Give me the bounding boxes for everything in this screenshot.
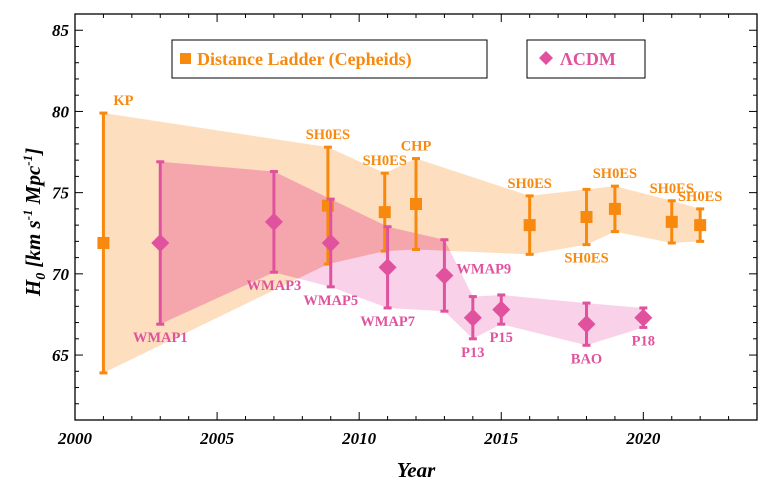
point-label: SH0ES	[650, 181, 694, 197]
square-marker	[523, 219, 536, 232]
y-tick-label: 65	[52, 346, 70, 365]
ladder-point	[410, 157, 422, 251]
legend-box-ladder	[171, 39, 488, 79]
legend: Distance Ladder (Cepheids) ΛCDM	[171, 39, 646, 79]
x-tick-label: 2000	[57, 429, 93, 448]
square-marker	[665, 215, 678, 228]
ladder-point	[523, 194, 536, 256]
point-label: WMAP1	[133, 330, 188, 346]
point-label: SH0ES	[593, 166, 637, 182]
diamond-marker	[463, 308, 482, 327]
point-label: SH0ES	[507, 176, 551, 192]
diamond-marker	[492, 300, 511, 319]
point-label: CHP	[401, 139, 432, 155]
legend-square-icon	[180, 53, 191, 64]
ladder-point	[608, 184, 621, 234]
legend-label-ladder: Distance Ladder (Cepheids)	[197, 49, 412, 70]
lcdm-point	[378, 225, 397, 310]
ladder-point	[665, 199, 678, 245]
point-label: SH0ES	[564, 251, 608, 267]
lcdm-point	[151, 160, 170, 326]
lcdm-point	[463, 295, 482, 341]
data-marks	[97, 111, 707, 375]
point-label: P13	[461, 345, 484, 361]
square-marker	[410, 198, 422, 211]
y-tick-label: 75	[52, 184, 70, 203]
uncertainty-bands	[103, 113, 701, 373]
point-label: WMAP9	[456, 261, 511, 277]
diamond-marker	[634, 308, 653, 327]
lcdm-point	[577, 301, 596, 347]
square-marker	[378, 206, 391, 219]
diamond-marker	[435, 266, 454, 285]
legend-diamond-icon	[539, 51, 553, 65]
point-label: WMAP5	[303, 293, 358, 309]
point-label: SH0ES	[306, 127, 350, 143]
point-label: SH0ES	[678, 189, 722, 205]
x-axis-title: Year	[397, 458, 436, 482]
diamond-marker	[577, 315, 596, 334]
x-tick-label: 2015	[483, 429, 519, 448]
ladder-point	[694, 207, 707, 243]
lcdm-point	[435, 238, 454, 313]
lcdm-point	[321, 197, 340, 289]
point-label: SH0ES	[363, 153, 407, 169]
ladder-point	[97, 111, 110, 375]
y-axis-title: H0 [km s-1 Mpc-1]	[20, 148, 49, 297]
square-marker	[608, 202, 621, 215]
square-marker	[97, 236, 110, 249]
legend-label-lcdm: ΛCDM	[560, 49, 616, 69]
point-label: P18	[632, 333, 655, 349]
diamond-marker	[378, 258, 397, 277]
point-label: WMAP3	[247, 278, 302, 294]
point-label: WMAP7	[360, 314, 415, 330]
x-tick-label: 2005	[199, 429, 235, 448]
point-label: BAO	[571, 351, 602, 367]
y-tick-label: 85	[52, 21, 70, 40]
point-labels: KPSH0ESSH0ESCHPSH0ESSH0ESSH0ESSH0ESSH0ES…	[113, 93, 722, 367]
point-label: KP	[113, 93, 133, 109]
lcdm-point	[264, 170, 283, 274]
diamond-marker	[321, 233, 340, 252]
diamond-marker	[151, 233, 170, 252]
lcdm-point	[492, 293, 511, 326]
y-tick-label: 80	[52, 102, 70, 121]
diamond-marker	[264, 212, 283, 231]
square-marker	[694, 219, 707, 232]
x-tick-label: 2010	[341, 429, 377, 448]
axis-ticks: 2000 2005 2010 2015 2020 65 70 75 80 85	[52, 13, 758, 448]
point-label: P15	[490, 330, 513, 346]
x-tick-label: 2020	[625, 429, 661, 448]
ladder-point	[580, 187, 593, 247]
y-tick-label: 70	[52, 265, 70, 284]
lcdm-point	[634, 306, 653, 329]
square-marker	[580, 211, 593, 223]
